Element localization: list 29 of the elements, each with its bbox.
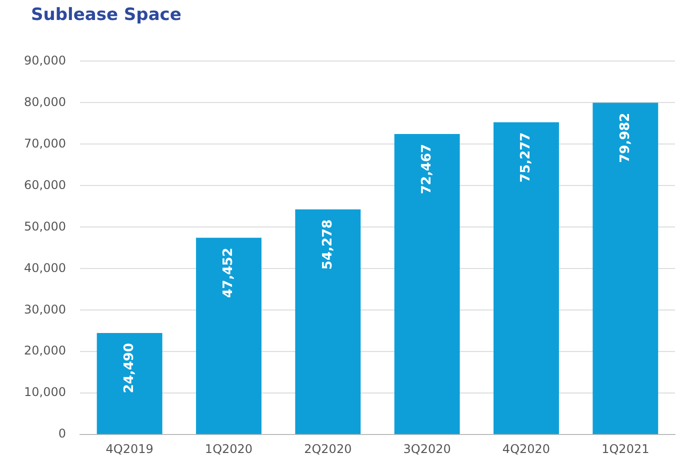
bar <box>96 332 162 434</box>
bar <box>592 102 658 434</box>
y-tick-label: 20,000 <box>24 344 66 358</box>
x-tick-label: 4Q2019 <box>106 442 154 456</box>
x-tick-label: 1Q2020 <box>204 442 253 456</box>
y-tick-label: 90,000 <box>24 53 66 68</box>
bar <box>196 238 262 434</box>
y-tick-label: 10,000 <box>24 385 66 400</box>
y-tick-label: 0 <box>58 426 66 441</box>
y-tick-label: 70,000 <box>24 136 66 150</box>
y-tick-label: 50,000 <box>24 219 66 234</box>
bar <box>494 122 559 434</box>
bar <box>394 134 460 434</box>
data-label: 72,467 <box>419 144 434 194</box>
data-label: 24,490 <box>122 342 137 394</box>
x-tick-label: 1Q2021 <box>602 442 650 456</box>
y-tick-label: 60,000 <box>24 178 66 192</box>
x-tick-label: 2Q2020 <box>304 442 352 456</box>
y-tick-label: 40,000 <box>24 260 66 275</box>
bar <box>295 209 361 434</box>
y-tick-label: 30,000 <box>24 302 66 316</box>
x-tick-label: 3Q2020 <box>403 442 451 456</box>
data-label: 75,277 <box>518 132 534 182</box>
y-tick-label: 80,000 <box>24 94 66 109</box>
x-tick-label: 4Q2020 <box>502 442 550 456</box>
data-label: 54,278 <box>320 219 336 270</box>
data-label: 47,452 <box>221 248 236 298</box>
chart-title: Sublease Space <box>31 5 182 25</box>
data-label: 79,982 <box>618 112 633 163</box>
